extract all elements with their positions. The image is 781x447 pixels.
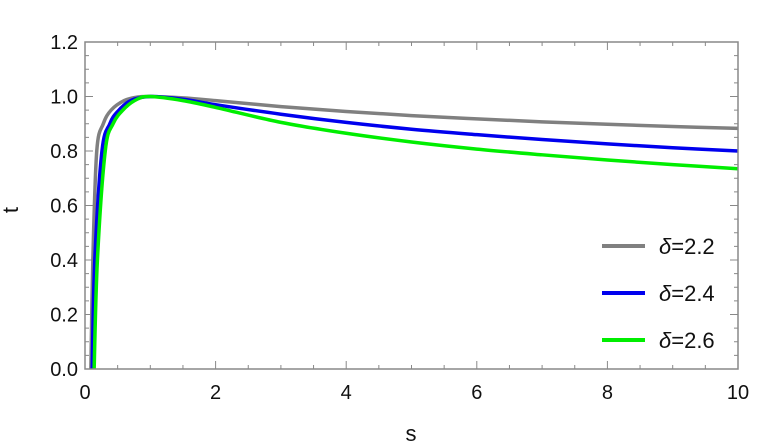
y-tick-label: 1.0 bbox=[50, 87, 78, 109]
legend-symbol: δ bbox=[659, 234, 672, 259]
y-axis-label: t bbox=[0, 207, 23, 213]
x-axis-label: s bbox=[406, 421, 417, 446]
y-tick-label: 0.8 bbox=[50, 141, 78, 163]
x-tick-label: 2 bbox=[210, 382, 221, 404]
y-tick-label: 0.6 bbox=[50, 196, 78, 218]
x-tick-label: 10 bbox=[727, 382, 749, 404]
x-tick-label: 8 bbox=[602, 382, 613, 404]
y-tick-label: 0.0 bbox=[50, 359, 78, 381]
legend-label: δ=2.4 bbox=[659, 281, 715, 306]
tick-labels: 0 2 4 6 8 10 0.0 0.2 0.4 0.6 0.8 1.0 1.2 bbox=[50, 32, 749, 404]
x-tick-label: 0 bbox=[79, 382, 90, 404]
plot-frame bbox=[84, 41, 739, 370]
series-group bbox=[89, 94, 738, 369]
legend-value: =2.2 bbox=[671, 234, 714, 259]
x-tick-label: 4 bbox=[341, 382, 352, 404]
series-line bbox=[90, 94, 738, 369]
legend-value: =2.4 bbox=[671, 281, 714, 306]
legend-symbol: δ bbox=[659, 328, 672, 353]
legend-symbol: δ bbox=[659, 281, 672, 306]
axis-ticks bbox=[84, 41, 739, 370]
y-tick-label: 1.2 bbox=[50, 32, 78, 54]
y-tick-label: 0.2 bbox=[50, 305, 78, 327]
y-tick-label: 0.4 bbox=[50, 250, 78, 272]
legend-value: =2.6 bbox=[671, 328, 714, 353]
legend: δ=2.2δ=2.4δ=2.6 bbox=[602, 234, 715, 353]
legend-label: δ=2.2 bbox=[659, 234, 715, 259]
legend-label: δ=2.6 bbox=[659, 328, 715, 353]
x-tick-label: 6 bbox=[471, 382, 482, 404]
series-line bbox=[92, 94, 738, 369]
series-line bbox=[89, 94, 738, 369]
